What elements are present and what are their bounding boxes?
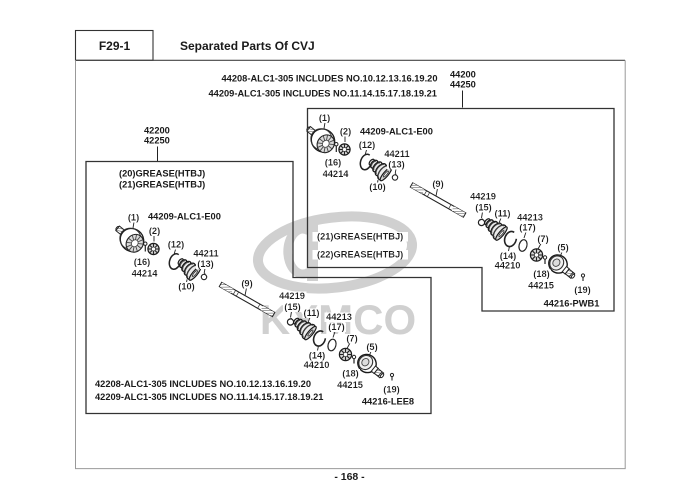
svg-text:- 168 -: - 168 -	[334, 471, 365, 483]
svg-text:44200: 44200	[450, 70, 476, 80]
svg-text:44209-ALC1-E00: 44209-ALC1-E00	[360, 126, 433, 136]
svg-text:(21)GREASE(HTBJ): (21)GREASE(HTBJ)	[119, 180, 205, 190]
svg-text:44250: 44250	[450, 80, 476, 90]
svg-text:44209-ALC1-305 INCLUDES NO.11.: 44209-ALC1-305 INCLUDES NO.11.14.15.17.1…	[209, 88, 437, 98]
svg-text:44209-ALC1-E00: 44209-ALC1-E00	[148, 212, 221, 222]
svg-text:(20)GREASE(HTBJ): (20)GREASE(HTBJ)	[119, 169, 205, 179]
svg-text:44216-LEE8: 44216-LEE8	[362, 397, 414, 407]
svg-text:44208-ALC1-305 INCLUDES NO.10.: 44208-ALC1-305 INCLUDES NO.10.12.13.16.1…	[222, 73, 438, 83]
svg-text:42209-ALC1-305 INCLUDES NO.11.: 42209-ALC1-305 INCLUDES NO.11.14.15.17.1…	[95, 392, 323, 402]
svg-text:42250: 42250	[144, 135, 170, 145]
svg-text:F29-1: F29-1	[99, 39, 131, 53]
svg-text:(21)GREASE(HTBJ): (21)GREASE(HTBJ)	[317, 232, 403, 242]
svg-text:44216-PWB1: 44216-PWB1	[544, 299, 600, 309]
svg-text:42200: 42200	[144, 125, 170, 135]
svg-text:(22)GREASE(HTBJ): (22)GREASE(HTBJ)	[317, 250, 403, 260]
svg-text:Separated Parts Of CVJ: Separated Parts Of CVJ	[180, 39, 315, 53]
svg-text:42208-ALC1-305 INCLUDES NO.10.: 42208-ALC1-305 INCLUDES NO.10.12.13.16.1…	[95, 379, 311, 389]
